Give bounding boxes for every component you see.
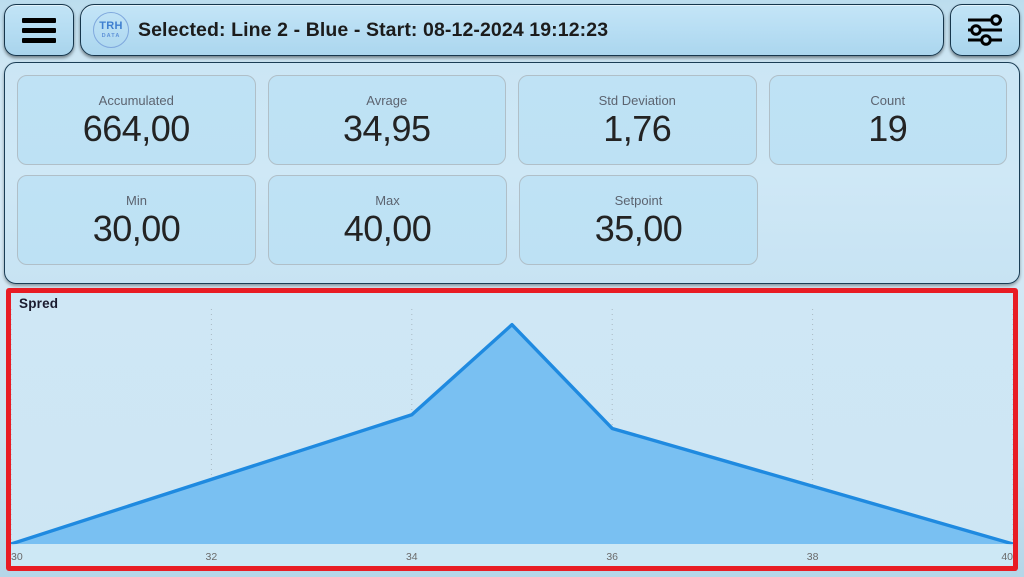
logo-data-text: DATA: [101, 32, 121, 39]
app-header: TRH DATA Selected: Line 2 - Blue - Start…: [0, 0, 1024, 60]
stat-label: Count: [870, 92, 906, 108]
spred-chart-panel[interactable]: Spred 30 32 34 36 38 40: [6, 288, 1018, 571]
stats-row-2: Min 30,00 Max 40,00 Setpoint 35,00: [17, 175, 1007, 265]
x-tick-label: 40: [1001, 551, 1013, 563]
chart-x-axis: 30 32 34 36 38 40: [11, 544, 1013, 566]
sliders-settings-icon: [968, 14, 1002, 46]
stat-value: 19: [868, 107, 908, 149]
stat-value: 35,00: [594, 207, 683, 249]
menu-button[interactable]: [4, 4, 74, 56]
stat-value: 30,00: [92, 207, 181, 249]
stat-value: 1,76: [603, 107, 672, 149]
spred-area-chart: [11, 309, 1013, 546]
x-tick-label: 36: [606, 551, 619, 563]
stat-label: Setpoint: [614, 192, 663, 208]
stat-label: Std Deviation: [598, 92, 676, 108]
stat-label: Accumulated: [98, 92, 174, 108]
stat-label: Min: [126, 192, 147, 208]
stat-card-count[interactable]: Count 19: [768, 75, 1007, 165]
stat-card-setpoint[interactable]: Setpoint 35,00: [519, 175, 758, 265]
statistics-panel: Accumulated 664,00 Avrage 34,95 Std Devi…: [4, 62, 1020, 284]
stat-card-max[interactable]: Max 40,00: [268, 175, 507, 265]
x-tick-label: 32: [205, 551, 218, 563]
stat-card-accumulated[interactable]: Accumulated 664,00: [17, 75, 256, 165]
chart-line: [11, 322, 1013, 546]
stat-value: 40,00: [343, 207, 432, 249]
hamburger-menu-icon: [22, 17, 56, 43]
stat-label: Avrage: [366, 92, 408, 108]
x-tick-label: 30: [11, 551, 23, 563]
stat-card-min[interactable]: Min 30,00: [17, 175, 256, 265]
trh-data-logo-icon: TRH DATA: [93, 12, 129, 48]
stat-card-std-deviation[interactable]: Std Deviation 1,76: [518, 75, 757, 165]
stats-row-1: Accumulated 664,00 Avrage 34,95 Std Devi…: [17, 75, 1007, 165]
selection-title: Selected: Line 2 - Blue - Start: 08-12-2…: [138, 18, 609, 41]
stat-value: 664,00: [82, 107, 191, 149]
logo-trh-text: TRH: [99, 20, 123, 32]
stat-value: 34,95: [342, 107, 431, 149]
chart-area-fill: [11, 324, 1013, 544]
x-tick-label: 34: [405, 551, 418, 563]
title-bar: TRH DATA Selected: Line 2 - Blue - Start…: [80, 4, 944, 56]
stat-label: Max: [375, 192, 400, 208]
chart-title: Spred: [19, 296, 59, 311]
settings-button[interactable]: [950, 4, 1020, 56]
stat-card-placeholder: [770, 175, 1007, 265]
stat-card-avrage[interactable]: Avrage 34,95: [267, 75, 506, 165]
x-tick-label: 38: [806, 551, 819, 563]
